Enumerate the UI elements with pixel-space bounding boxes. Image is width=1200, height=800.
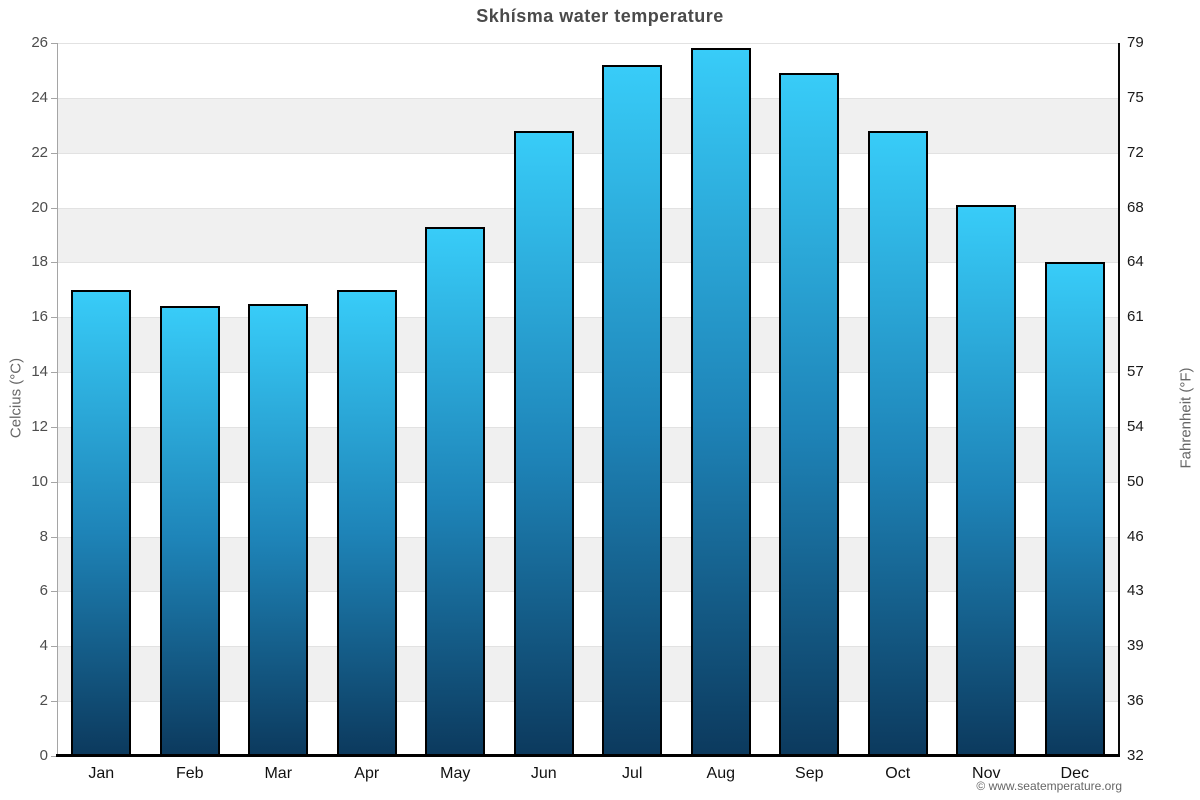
y-tick-label-celsius: 24 <box>31 88 48 106</box>
bar-aug[interactable] <box>690 48 751 756</box>
x-tick-label-may: May <box>440 765 471 782</box>
y-axis-tick <box>51 426 57 428</box>
y-axis-tick <box>51 701 57 703</box>
y-axis-tick <box>51 207 57 209</box>
y-tick-label-fahrenheit: 61 <box>1127 308 1144 326</box>
y-tick-label-celsius: 4 <box>39 637 48 655</box>
y-tick-label-celsius: 10 <box>31 472 48 490</box>
gridline <box>57 207 1119 209</box>
bar-dec[interactable] <box>1044 262 1105 756</box>
right-axis-line <box>1118 43 1120 756</box>
y-tick-label-fahrenheit: 57 <box>1127 363 1144 381</box>
gridline <box>57 591 1119 593</box>
bar-feb[interactable] <box>159 306 220 756</box>
gridline <box>57 701 1119 703</box>
y-tick-label-celsius: 12 <box>31 417 48 435</box>
y-axis-tick <box>51 536 57 538</box>
bar-jul[interactable] <box>602 64 663 756</box>
y-tick-label-celsius: 0 <box>39 747 48 764</box>
y-axis-tick <box>51 591 57 593</box>
gridline <box>57 97 1119 99</box>
y-tick-label-celsius: 18 <box>31 253 48 271</box>
gridline <box>57 481 1119 483</box>
gridline <box>57 152 1119 154</box>
y-tick-label-celsius: 14 <box>31 363 48 381</box>
x-tick-label-oct: Oct <box>885 765 911 782</box>
gridline <box>57 536 1119 538</box>
y-axis-tick <box>51 43 57 44</box>
bar-apr[interactable] <box>336 289 397 756</box>
left-axis-line <box>57 43 58 756</box>
x-tick-label-mar: Mar <box>264 765 293 782</box>
bar-jun[interactable] <box>513 130 574 756</box>
y-axis-tick <box>51 262 57 264</box>
plot-band <box>57 426 1119 482</box>
y-axis-tick <box>51 481 57 483</box>
bar-oct[interactable] <box>867 130 928 756</box>
x-tick-label-dec: Dec <box>1060 765 1089 782</box>
y-tick-label-celsius: 6 <box>39 582 48 600</box>
gridline <box>57 646 1119 648</box>
y-tick-label-fahrenheit: 43 <box>1127 582 1144 600</box>
gridline <box>57 372 1119 374</box>
x-tick-label-aug: Aug <box>706 765 735 782</box>
bar-nov[interactable] <box>956 204 1017 756</box>
x-tick-label-nov: Nov <box>972 765 1001 782</box>
x-tick-label-sep: Sep <box>795 765 824 782</box>
plot-band <box>57 207 1119 263</box>
chart-title: Skhísma water temperature <box>476 6 724 26</box>
bar-sep[interactable] <box>779 73 840 756</box>
bar-jan[interactable] <box>71 289 132 756</box>
bar-mar[interactable] <box>248 303 309 756</box>
y-tick-label-celsius: 26 <box>31 34 48 51</box>
y-tick-label-fahrenheit: 50 <box>1127 472 1144 490</box>
y-tick-label-fahrenheit: 79 <box>1127 34 1144 51</box>
y-tick-label-celsius: 22 <box>31 143 48 161</box>
x-tick-label-jun: Jun <box>530 765 557 782</box>
x-axis-baseline <box>56 754 1120 757</box>
gridline <box>57 43 1119 44</box>
gridline <box>57 426 1119 428</box>
y-axis-tick <box>51 646 57 648</box>
y-tick-label-fahrenheit: 46 <box>1127 527 1144 545</box>
y-axis-tick <box>51 317 57 319</box>
y-axis-tick <box>51 97 57 99</box>
plot-band <box>57 97 1119 153</box>
x-tick-label-apr: Apr <box>354 765 380 782</box>
y-tick-label-celsius: 8 <box>39 527 48 545</box>
y-tick-label-fahrenheit: 32 <box>1127 747 1144 764</box>
plot-band <box>57 317 1119 373</box>
plot-band <box>57 646 1119 702</box>
y-tick-label-fahrenheit: 75 <box>1127 88 1144 106</box>
y-tick-label-celsius: 2 <box>39 692 48 710</box>
y-tick-label-fahrenheit: 68 <box>1127 198 1144 216</box>
y-tick-label-celsius: 16 <box>31 308 48 326</box>
x-tick-label-feb: Feb <box>175 765 204 782</box>
gridline <box>57 262 1119 264</box>
y-axis-tick <box>51 372 57 374</box>
y-axis-tick <box>51 152 57 154</box>
copyright-link[interactable]: © www.seatemperature.org <box>976 779 1122 793</box>
bar-may[interactable] <box>425 226 486 756</box>
plot-band <box>57 536 1119 592</box>
y-tick-label-fahrenheit: 64 <box>1127 253 1144 271</box>
y-tick-label-fahrenheit: 54 <box>1127 417 1144 435</box>
y-tick-label-fahrenheit: 36 <box>1127 692 1144 710</box>
y-tick-label-fahrenheit: 39 <box>1127 637 1144 655</box>
y-tick-label-celsius: 20 <box>31 198 48 216</box>
gridline <box>57 317 1119 319</box>
y-tick-label-fahrenheit: 72 <box>1127 143 1144 161</box>
x-tick-label-jul: Jul <box>622 765 643 782</box>
y-axis-tick <box>51 756 57 757</box>
x-tick-label-jan: Jan <box>88 765 115 782</box>
